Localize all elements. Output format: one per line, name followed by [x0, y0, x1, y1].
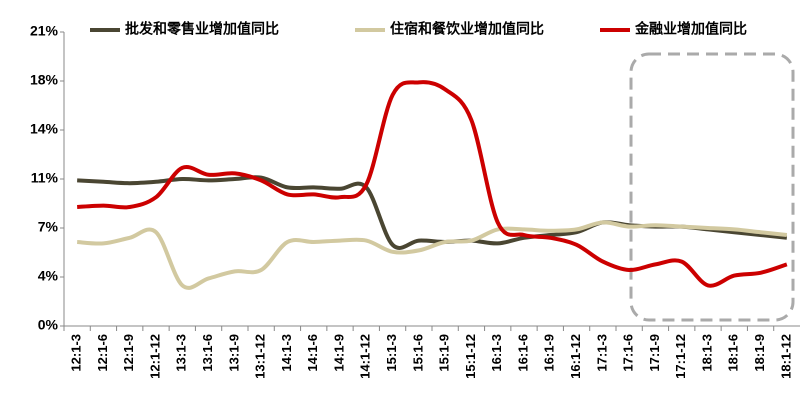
x-tick-label: 14:1-12 [358, 334, 373, 379]
x-tick-label: 18:1-9 [752, 334, 767, 372]
y-tick-label: 14% [30, 121, 59, 137]
y-tick-label: 11% [31, 170, 59, 186]
series-line [77, 220, 788, 290]
y-tick-label: 7% [38, 219, 59, 235]
y-tick-label: 21% [30, 23, 59, 39]
x-tick-label: 18:1-6 [726, 334, 741, 372]
y-tick-label: 18% [30, 72, 59, 88]
x-tick-label: 12:1-3 [69, 334, 84, 372]
highlight-box [629, 52, 795, 322]
series-line [77, 175, 788, 250]
x-tick-label: 15:1-6 [410, 334, 425, 372]
y-tick-label: 0% [38, 317, 59, 333]
x-tick-label: 17:1-9 [647, 334, 662, 372]
x-tick-label: 16:1-12 [568, 334, 583, 379]
x-tick-label: 16:1-9 [542, 334, 557, 372]
x-tick-label: 18:1-12 [778, 334, 793, 379]
x-tick-label: 15:1-12 [463, 334, 478, 379]
x-tick-label: 17:1-12 [673, 334, 688, 379]
x-tick-label: 15:1-3 [384, 334, 399, 372]
x-tick-label: 17:1-6 [621, 334, 636, 372]
legend-label: 住宿和餐饮业增加值同比 [390, 21, 544, 37]
x-tick-label: 12:1-9 [121, 334, 136, 372]
x-tick-label: 18:1-3 [699, 334, 714, 372]
x-tick-label: 14:1-6 [305, 334, 320, 372]
x-tick-label: 17:1-3 [594, 334, 609, 372]
x-tick-label: 12:1-6 [95, 334, 110, 372]
x-tick-label: 13:1-6 [200, 334, 215, 372]
x-tick-label: 14:1-9 [331, 334, 346, 372]
x-tick-label: 13:1-12 [253, 334, 268, 379]
x-tick-label: 13:1-3 [174, 334, 189, 372]
series-line [77, 80, 788, 288]
x-tick-label: 16:1-3 [489, 334, 504, 372]
y-tick-label: 4% [38, 268, 59, 284]
x-tick-label: 12:1-12 [147, 334, 162, 379]
x-tick-label: 14:1-3 [279, 334, 294, 372]
x-tick-label: 16:1-6 [515, 334, 530, 372]
legend-label: 批发和零售业增加值同比 [125, 21, 279, 37]
x-tick-label: 13:1-9 [226, 334, 241, 372]
x-tick-label: 15:1-9 [437, 334, 452, 372]
legend-label: 金融业增加值同比 [634, 21, 747, 37]
